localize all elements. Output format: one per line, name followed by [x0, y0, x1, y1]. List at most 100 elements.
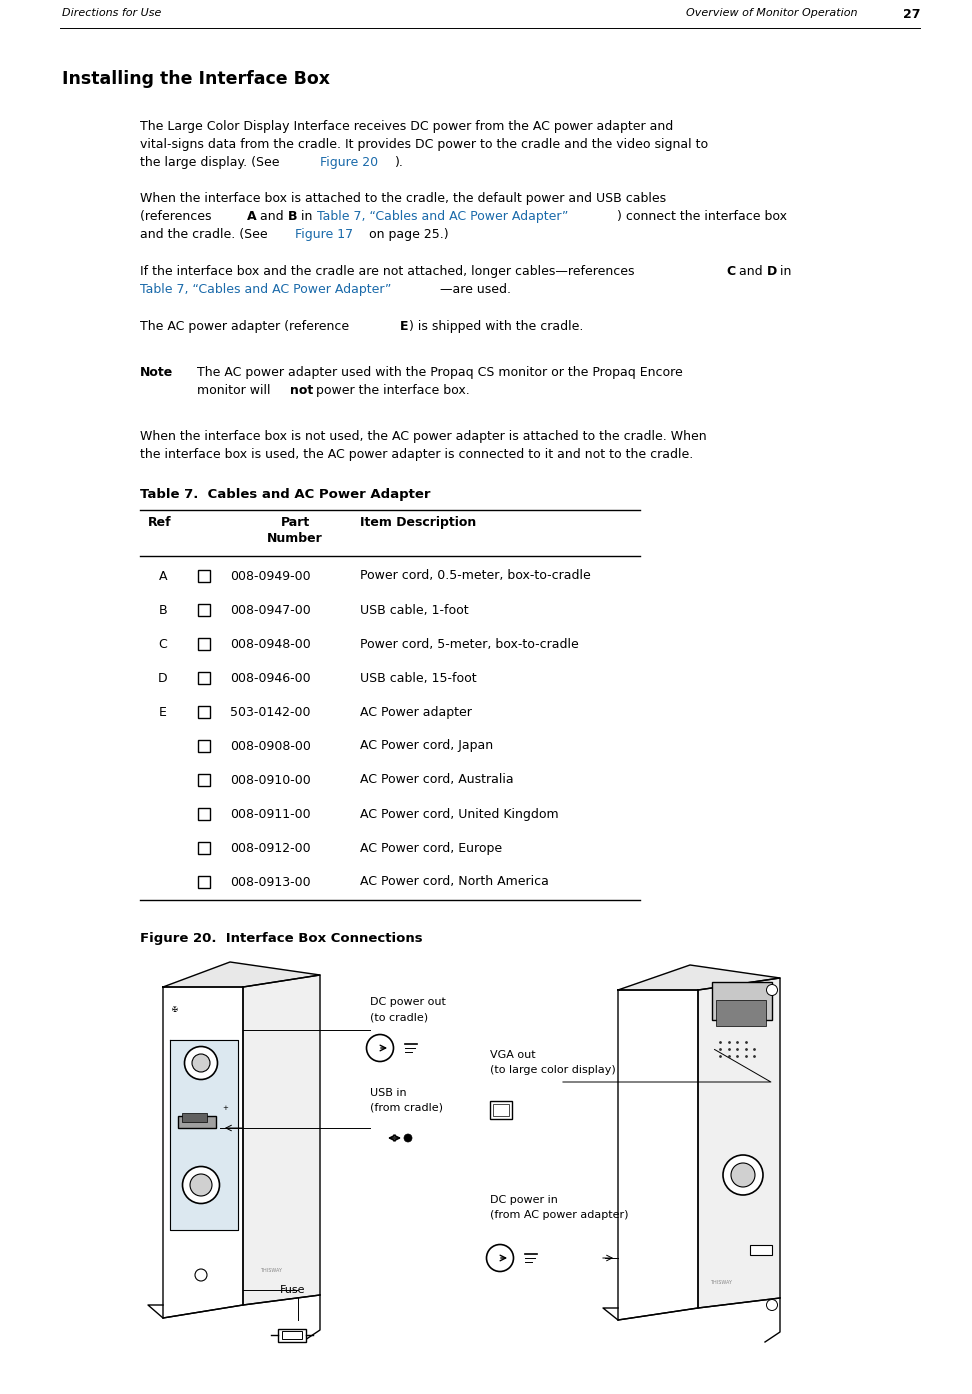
Text: THISWAY: THISWAY [710, 1281, 732, 1285]
Text: Table 7, “Cables and AC Power Adapter”: Table 7, “Cables and AC Power Adapter” [317, 210, 569, 223]
Text: The AC power adapter used with the Propaq CS monitor or the Propaq Encore: The AC power adapter used with the Propa… [197, 367, 682, 379]
Bar [198, 570, 210, 581]
Text: USB cable, 15-foot: USB cable, 15-foot [360, 672, 476, 684]
Text: D: D [158, 672, 168, 684]
Bar [198, 604, 210, 616]
Bar [182, 1112, 207, 1122]
Text: A: A [247, 210, 257, 223]
Text: (to large color display): (to large color display) [490, 1065, 615, 1075]
Text: Note: Note [140, 367, 173, 379]
Bar [198, 877, 210, 888]
Text: THISWAY: THISWAY [260, 1267, 282, 1273]
Text: (from AC power adapter): (from AC power adapter) [490, 1210, 629, 1220]
Text: Figure 17: Figure 17 [295, 229, 353, 241]
Bar [750, 1245, 772, 1255]
Circle shape [767, 1299, 778, 1310]
Circle shape [723, 1156, 763, 1195]
Circle shape [366, 1034, 394, 1061]
Text: 008-0911-00: 008-0911-00 [230, 807, 311, 821]
Bar [198, 842, 210, 853]
Text: and the cradle. (See: and the cradle. (See [140, 229, 271, 241]
Polygon shape [170, 1040, 238, 1230]
Text: If the interface box and the cradle are not attached, longer cables—references: If the interface box and the cradle are … [140, 265, 639, 277]
Bar [278, 1328, 306, 1341]
Text: Ref: Ref [148, 516, 172, 528]
Bar [712, 981, 772, 1020]
Text: The Large Color Display Interface receives DC power from the AC power adapter an: The Large Color Display Interface receiv… [140, 120, 674, 132]
Text: monitor will: monitor will [197, 383, 274, 397]
Bar [198, 707, 210, 718]
Text: ) connect the interface box: ) connect the interface box [617, 210, 787, 223]
Text: (from cradle): (from cradle) [370, 1103, 443, 1112]
Polygon shape [163, 987, 243, 1317]
Text: 008-0912-00: 008-0912-00 [230, 842, 311, 855]
Text: Fuse: Fuse [280, 1285, 305, 1295]
Text: Overview of Monitor Operation: Overview of Monitor Operation [686, 8, 858, 18]
Text: D: D [767, 265, 778, 277]
Text: not: not [290, 383, 313, 397]
Text: ) is shipped with the cradle.: ) is shipped with the cradle. [409, 321, 583, 333]
Text: (to cradle): (to cradle) [370, 1012, 428, 1022]
Text: DC power in: DC power in [490, 1195, 558, 1204]
Circle shape [183, 1167, 220, 1203]
Text: USB in: USB in [370, 1087, 406, 1098]
Bar [198, 774, 210, 786]
Bar [490, 1101, 512, 1119]
Polygon shape [243, 974, 320, 1305]
Text: the large display. (See: the large display. (See [140, 156, 284, 169]
Circle shape [195, 1269, 207, 1281]
Bar [198, 638, 210, 650]
Text: vital-signs data from the cradle. It provides DC power to the cradle and the vid: vital-signs data from the cradle. It pro… [140, 138, 709, 151]
Circle shape [487, 1245, 513, 1271]
Text: Number: Number [267, 533, 323, 545]
Circle shape [404, 1133, 412, 1142]
Circle shape [731, 1163, 755, 1188]
Text: B: B [288, 210, 297, 223]
Text: AC Power cord, Australia: AC Power cord, Australia [360, 774, 513, 786]
Text: When the interface box is attached to the cradle, the default power and USB cabl: When the interface box is attached to th… [140, 192, 666, 205]
Circle shape [185, 1047, 218, 1079]
Text: Installing the Interface Box: Installing the Interface Box [62, 70, 330, 88]
Text: When the interface box is not used, the AC power adapter is attached to the crad: When the interface box is not used, the … [140, 429, 707, 443]
Bar [178, 1117, 216, 1128]
Text: 008-0913-00: 008-0913-00 [230, 875, 311, 888]
Text: and: and [735, 265, 767, 277]
Text: 008-0947-00: 008-0947-00 [230, 604, 311, 616]
Text: E: E [159, 705, 167, 718]
Text: 008-0946-00: 008-0946-00 [230, 672, 311, 684]
Bar [282, 1331, 302, 1338]
Polygon shape [618, 965, 780, 990]
Text: Part: Part [280, 516, 310, 528]
Text: AC Power cord, North America: AC Power cord, North America [360, 875, 549, 888]
Text: Table 7.  Cables and AC Power Adapter: Table 7. Cables and AC Power Adapter [140, 488, 431, 500]
Bar [198, 672, 210, 683]
Text: Power cord, 0.5-meter, box-to-cradle: Power cord, 0.5-meter, box-to-cradle [360, 570, 591, 583]
Text: E: E [400, 321, 408, 333]
Bar [493, 1104, 509, 1117]
Text: power the interface box.: power the interface box. [312, 383, 469, 397]
Text: Item Description: Item Description [360, 516, 476, 528]
Text: C: C [726, 265, 735, 277]
Polygon shape [698, 979, 780, 1308]
Text: VGA out: VGA out [490, 1050, 536, 1059]
Text: A: A [158, 570, 167, 583]
Circle shape [190, 1174, 212, 1196]
Text: ).: ). [395, 156, 404, 169]
Text: ✠: ✠ [172, 1006, 178, 1013]
Text: 27: 27 [902, 8, 920, 21]
Text: AC Power cord, United Kingdom: AC Power cord, United Kingdom [360, 807, 559, 821]
Bar [198, 809, 210, 820]
Text: Directions for Use: Directions for Use [62, 8, 161, 18]
Circle shape [192, 1054, 210, 1072]
Text: USB cable, 1-foot: USB cable, 1-foot [360, 604, 469, 616]
Text: 008-0949-00: 008-0949-00 [230, 570, 311, 583]
Text: Table 7, “Cables and AC Power Adapter”: Table 7, “Cables and AC Power Adapter” [140, 283, 392, 296]
Polygon shape [163, 962, 320, 987]
Text: The AC power adapter (reference: The AC power adapter (reference [140, 321, 353, 333]
Text: C: C [158, 637, 167, 651]
Text: 008-0948-00: 008-0948-00 [230, 637, 311, 651]
Text: in: in [297, 210, 316, 223]
Text: on page 25.): on page 25.) [365, 229, 449, 241]
Text: DC power out: DC power out [370, 997, 446, 1006]
Text: (references: (references [140, 210, 216, 223]
